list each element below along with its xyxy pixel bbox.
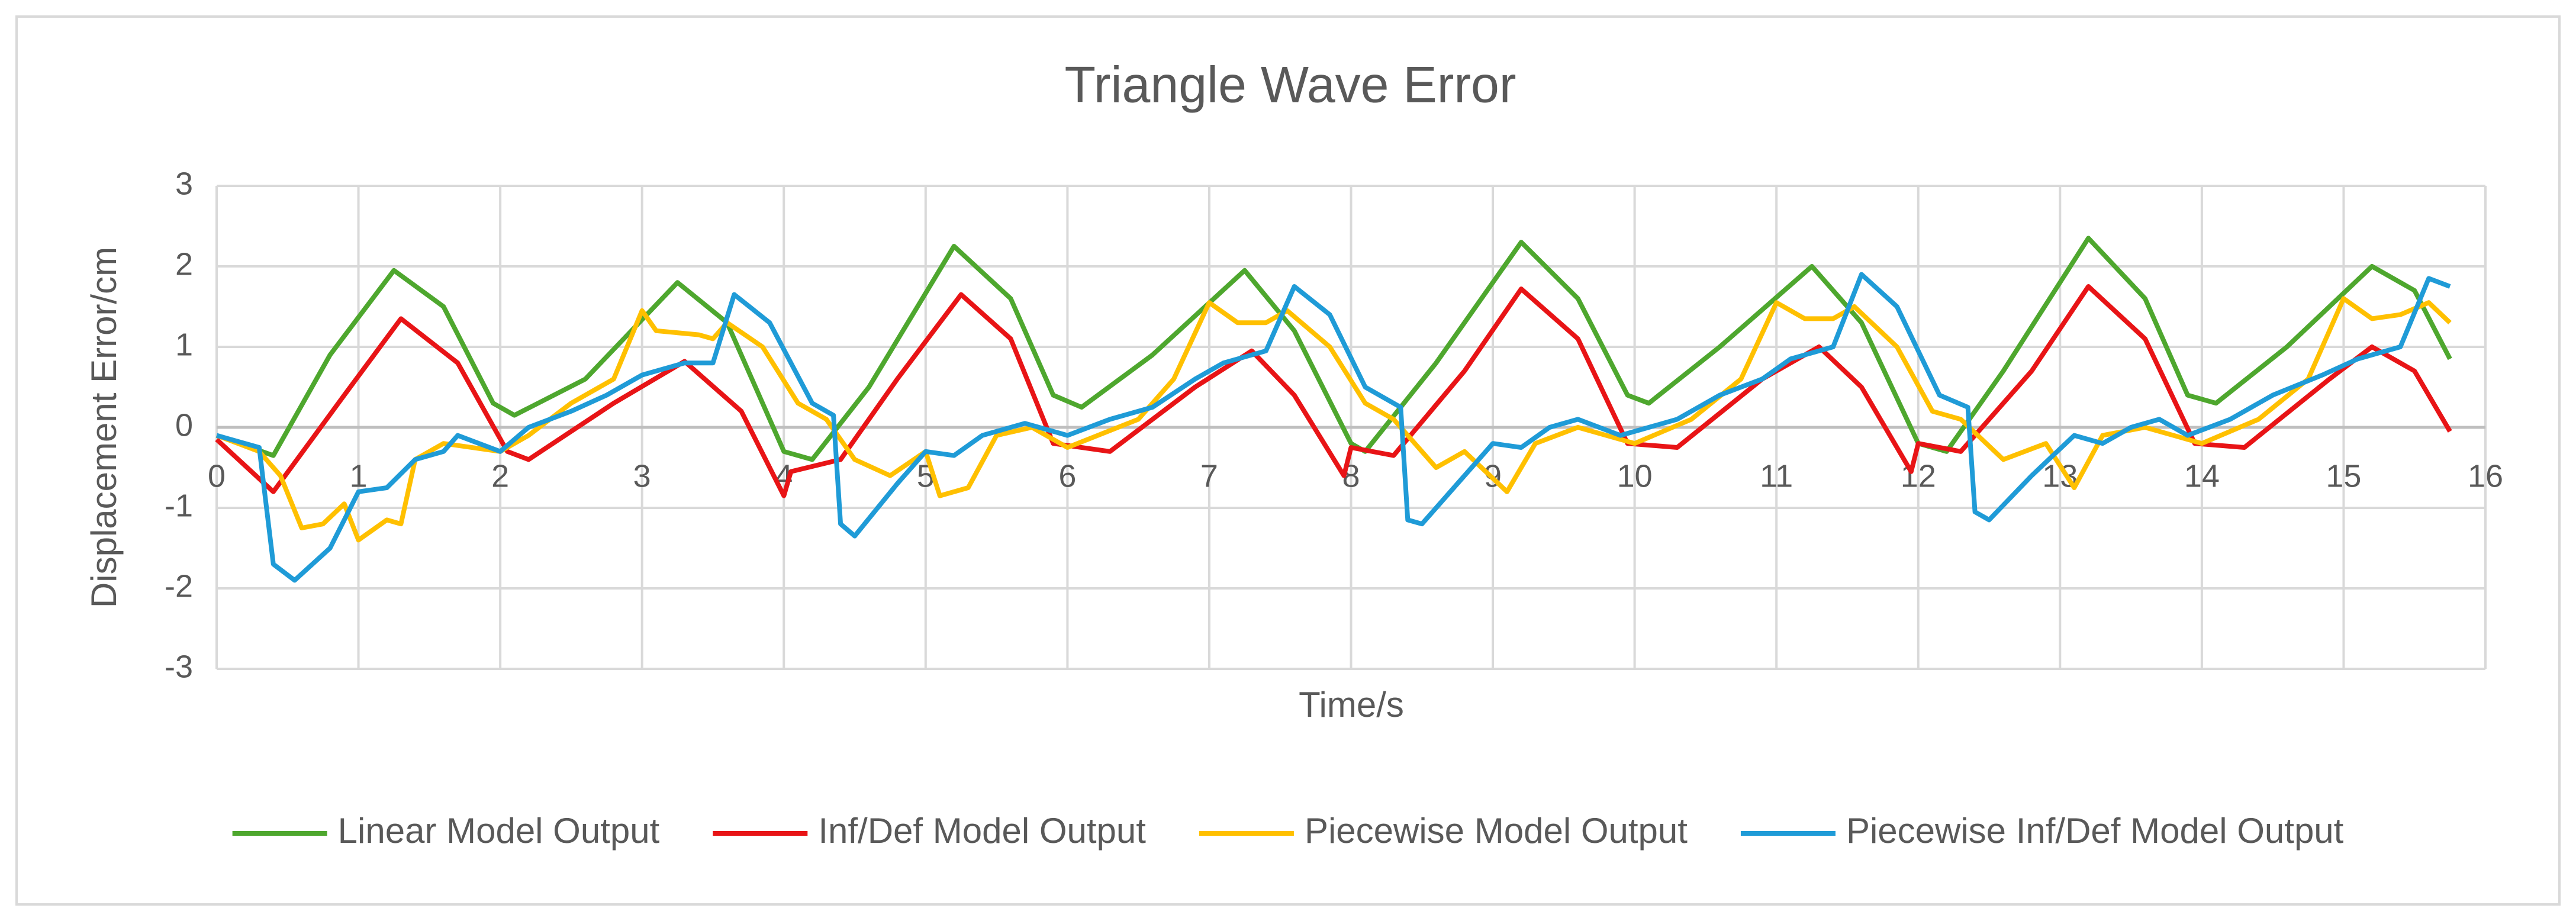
y-tick-label: -3 [165, 649, 193, 684]
y-tick-label: -2 [165, 568, 193, 604]
x-tick-label: 6 [1058, 458, 1076, 494]
x-tick-label: 3 [633, 458, 651, 494]
y-tick-label: 0 [175, 407, 193, 443]
series-line [215, 236, 2452, 462]
legend-label: Piecewise Inf/Def Model Output [1846, 811, 2344, 851]
x-tick-label: 16 [2468, 458, 2503, 494]
x-tick-label: 15 [2326, 458, 2361, 494]
legend: Linear Model Output Inf/Def Model Output P… [232, 811, 2344, 851]
chart-title: Triangle Wave Error [1064, 57, 1516, 114]
series-line [215, 284, 2452, 498]
legend-label: Inf/Def Model Output [818, 811, 1146, 851]
chart-border [15, 15, 2561, 906]
x-tick-label: 2 [491, 458, 509, 494]
x-tick-label: 11 [1760, 458, 1793, 494]
series-line [215, 272, 2451, 583]
legend-label: Piecewise Model Output [1305, 811, 1688, 851]
y-tick-label: 3 [175, 166, 193, 201]
x-tick-label: 0 [208, 458, 226, 494]
x-tick-label: 14 [2184, 458, 2220, 494]
y-tick-label: 2 [175, 246, 193, 282]
y-axis-label: Displacement Error/cm [84, 247, 124, 608]
legend-label: Linear Model Output [338, 811, 660, 851]
x-tick-label: 7 [1200, 458, 1218, 494]
x-tick-label: 10 [1617, 458, 1653, 494]
x-tick-label: 1 [350, 458, 368, 494]
y-tick-label: 1 [175, 327, 193, 362]
x-axis-label: Time/s [1299, 685, 1404, 724]
y-tick-label: -1 [165, 488, 193, 523]
